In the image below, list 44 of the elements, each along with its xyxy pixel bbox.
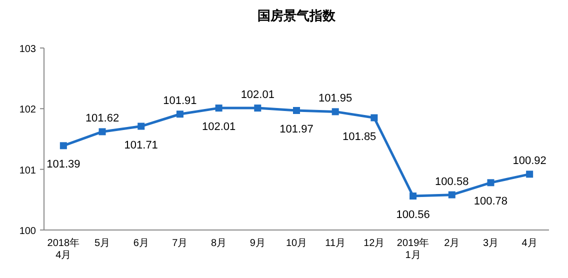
point [370,114,378,122]
x-tick-label: 10月 [286,238,308,249]
point [410,192,417,200]
x-tick-label: 11月 [325,238,346,249]
x-tick-label: 12月 [364,238,385,249]
point [526,170,534,178]
x-tick-label: 7月 [172,238,188,249]
x-tick-label: 3月 [482,238,499,249]
point [138,122,145,130]
data-label: 101.39 [46,158,80,171]
chart-title: 国房景气指数 [258,8,336,23]
data-label: 102.01 [202,121,236,134]
x-tick-label: 2月 [444,238,460,249]
y-tick-label: 102 [19,104,36,116]
point [332,108,339,116]
x-tick-label: 5月 [94,238,110,249]
data-label: 101.85 [342,130,376,143]
data-label: 100.92 [512,155,546,168]
point [448,191,456,198]
data-label: 101.62 [85,112,120,125]
x-tick-label: 2019年 1月 [396,237,430,261]
x-tick-label: 6月 [133,238,149,249]
data-label: 101.97 [280,123,314,136]
data-label: 101.71 [124,139,158,152]
point [487,179,494,186]
point [254,104,262,112]
y-tick-label: 100 [19,226,36,237]
y-tick-label: 103 [19,44,36,55]
point [293,106,300,114]
point [60,142,67,150]
x-tick-label: 9月 [250,238,266,249]
data-label: 102.01 [240,89,274,102]
x-tick-label: 4月 [522,238,538,249]
y-tick-label: 101 [19,165,36,176]
point [215,104,222,112]
data-label: 101.95 [318,92,352,105]
data-label: 100.56 [396,209,430,222]
x-tick-label: 8月 [211,238,227,249]
x-tick-label: 2018年 4月 [47,237,80,261]
point [98,128,106,136]
data-label: 101.91 [163,95,197,108]
data-label: 100.78 [474,196,508,208]
point [176,110,184,118]
data-label: 100.58 [435,176,469,188]
